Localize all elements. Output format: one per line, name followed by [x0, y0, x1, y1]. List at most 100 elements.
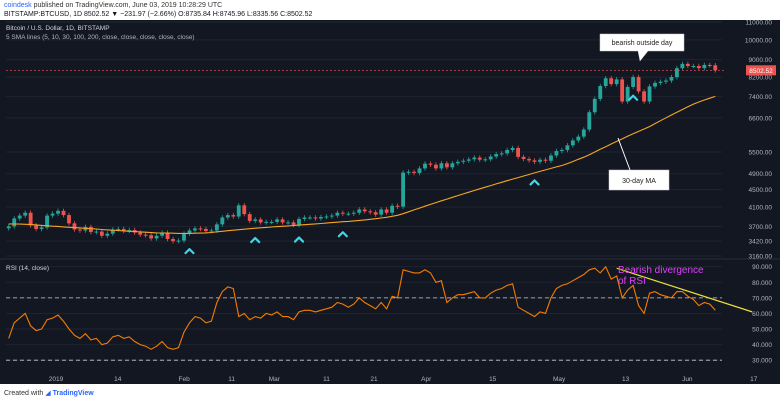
- candle-body: [461, 160, 466, 162]
- candle-body: [116, 228, 121, 230]
- candle-body: [412, 171, 416, 173]
- candle-body: [34, 225, 39, 229]
- candle-body: [340, 212, 345, 214]
- candle-body: [127, 229, 132, 232]
- candle-body: [675, 68, 679, 78]
- candle-body: [450, 163, 455, 168]
- candle-body: [154, 235, 159, 239]
- price-axis-tick-label: 10000.00: [745, 37, 772, 44]
- candle-body: [121, 228, 126, 232]
- candle-body: [510, 147, 515, 151]
- candle-body: [329, 215, 334, 217]
- candle-body: [559, 150, 564, 152]
- time-axis-tick-label: 2019: [49, 376, 64, 383]
- candle-body: [264, 221, 269, 223]
- candle-body: [242, 205, 247, 215]
- price-axis-tick-label: 3700.00: [749, 224, 773, 231]
- price-axis-tick-label: 11000.00: [745, 20, 772, 27]
- ma-callout-pointer: [617, 137, 631, 171]
- candle-body: [346, 213, 351, 215]
- candle-body: [439, 163, 444, 169]
- candle-body: [203, 228, 208, 232]
- candle-body: [280, 219, 285, 223]
- candle-body: [598, 86, 603, 99]
- up-arrow-marker: [337, 231, 348, 238]
- time-axis-tick-label: 21: [370, 376, 378, 383]
- candle-body: [516, 147, 521, 157]
- rsi-axis-tick-label: 70.000: [752, 295, 772, 302]
- candle-body: [658, 81, 663, 83]
- candle-body: [647, 86, 652, 102]
- candle-body: [527, 158, 531, 161]
- candle-body: [664, 80, 668, 82]
- candle-body: [603, 78, 608, 87]
- candle-body: [505, 150, 510, 154]
- candle-body: [543, 159, 548, 161]
- time-axis-tick-label: 14: [114, 376, 122, 383]
- last-price-label: 8502.52: [749, 68, 773, 75]
- candle-body: [620, 79, 625, 102]
- ma-callout-box: [608, 169, 670, 191]
- candle-body: [444, 163, 449, 168]
- candle-body: [477, 157, 482, 160]
- candle-body: [17, 215, 22, 219]
- footer-brand[interactable]: TradingView: [52, 390, 94, 397]
- candle-body: [220, 217, 225, 225]
- candle-body: [236, 205, 241, 217]
- rsi-axis-tick-label: 50.000: [752, 327, 772, 334]
- candle-body: [214, 224, 219, 231]
- candle-body: [187, 230, 192, 234]
- time-axis-tick-label: 17: [750, 376, 758, 383]
- candle-body: [193, 228, 197, 231]
- candle-body: [669, 77, 674, 81]
- price-axis-tick-label: 9000.00: [749, 57, 773, 64]
- candle-body: [538, 159, 542, 162]
- candle-body: [253, 219, 258, 221]
- ma-callout-label: 30-day MA: [622, 178, 656, 185]
- candle-body: [45, 215, 49, 228]
- chart-canvas[interactable]: 11000.00 10000.00 9000.00 8200.00 7400.00 660…: [0, 20, 780, 384]
- tradingview-logo-icon: ◢: [45, 390, 51, 397]
- rsi-line: [8, 265, 716, 350]
- candle-body: [143, 234, 148, 236]
- candle-body: [297, 218, 301, 225]
- footer-created-with: Created with: [4, 390, 44, 397]
- candle-body: [565, 145, 570, 151]
- candle-body: [636, 77, 641, 92]
- candle-body: [592, 98, 597, 113]
- up-arrow-marker: [184, 248, 195, 255]
- price-pane: 11000.00 10000.00 9000.00 8200.00 7400.00 660…: [6, 20, 776, 261]
- footer: Created with ◢ TradingView: [4, 389, 94, 397]
- price-axis-tick-label: 8200.00: [749, 75, 773, 82]
- publisher-name[interactable]: coindesk: [4, 2, 32, 9]
- rsi-axis-tick-label: 60.000: [752, 311, 772, 318]
- candle-body: [614, 79, 619, 85]
- candle-body: [395, 205, 400, 207]
- candle-body: [713, 65, 718, 71]
- candle-body: [99, 231, 104, 236]
- candle-body: [554, 151, 559, 156]
- candle-body: [379, 209, 384, 215]
- rsi-divergence-trendline: [616, 267, 753, 313]
- price-axis-tick-label: 4900.00: [749, 171, 773, 178]
- price-axis-tick-label: 3160.00: [749, 254, 773, 261]
- rsi-divergence-annotation: Bearish divergence: [618, 265, 704, 276]
- rsi-pane: 90.000 80.000 70.000 60.000 50.000 40.000 30.0…: [6, 264, 772, 365]
- price-axis-tick-label: 3420.00: [749, 239, 773, 246]
- candle-body: [488, 156, 493, 160]
- price-axis-tick-label: 4100.00: [749, 205, 773, 212]
- candle-body: [182, 233, 186, 241]
- candle-body: [39, 227, 44, 229]
- candle-body: [417, 168, 422, 173]
- price-axis-tick-label: 5500.00: [749, 150, 773, 157]
- candle-body: [362, 209, 367, 212]
- candle-body: [570, 140, 575, 146]
- time-axis-tick-label: May: [553, 376, 566, 383]
- candle-body: [78, 229, 82, 231]
- candle-body: [319, 217, 323, 219]
- candle-body: [198, 228, 203, 230]
- candle-body: [406, 171, 411, 173]
- candle-body: [581, 129, 586, 137]
- candle-body: [313, 217, 318, 219]
- candle-body: [696, 66, 701, 69]
